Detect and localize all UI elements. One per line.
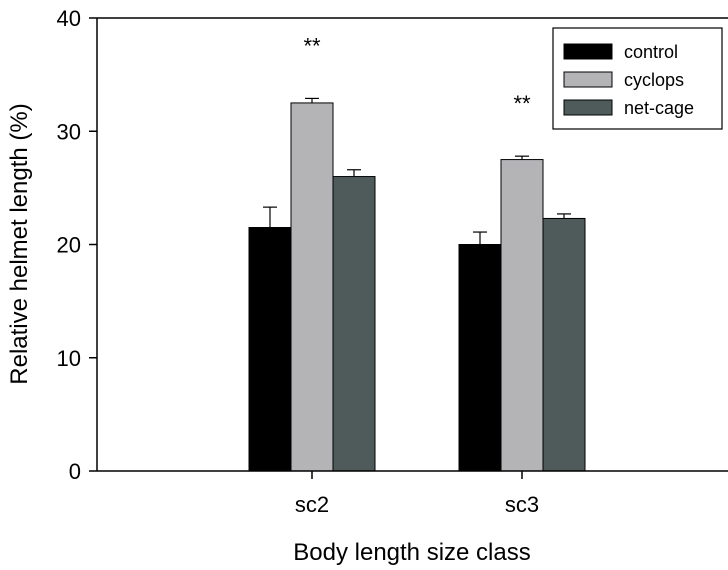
- y-tick-label: 30: [57, 119, 81, 144]
- bar-control-sc2: [248, 227, 292, 472]
- significance-marker-sc3: **: [513, 91, 531, 116]
- legend: control cyclops net-cage: [552, 27, 723, 130]
- legend-swatch-cyclops: [563, 71, 613, 88]
- x-ticks: sc2 sc3: [295, 471, 539, 517]
- y-tick-label: 10: [57, 346, 81, 371]
- x-tick-label: sc3: [505, 492, 539, 517]
- chart-marks: ** **: [248, 33, 586, 472]
- legend-label-control: control: [624, 42, 678, 62]
- bar-net-cage-sc2: [332, 176, 376, 472]
- legend-swatch-net-cage: [563, 99, 613, 116]
- bar-net-cage-sc3: [542, 217, 586, 472]
- y-tick-label: 40: [57, 6, 81, 31]
- x-tick-label: sc2: [295, 492, 329, 517]
- y-tick-label: 20: [57, 233, 81, 258]
- significance-marker-sc2: **: [303, 33, 321, 58]
- y-tick-label: 0: [69, 459, 81, 484]
- x-axis-title: Body length size class: [293, 539, 530, 566]
- bar-cyclops-sc2: [290, 102, 334, 472]
- bar-cyclops-sc3: [500, 159, 544, 472]
- y-ticks: 0 10 20 30 40: [57, 6, 97, 484]
- legend-swatch-control: [563, 43, 613, 60]
- y-axis-title: Relative helmet length (%): [6, 103, 33, 384]
- legend-label-net-cage: net-cage: [624, 98, 694, 118]
- legend-label-cyclops: cyclops: [624, 70, 684, 90]
- bar-control-sc3: [458, 244, 502, 472]
